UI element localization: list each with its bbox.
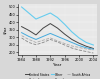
United States (64, 34, 65, 35)
United States (57, 28, 58, 29)
United States (86, 46, 87, 47)
Other (50, 13, 51, 14)
Canada (42, 36, 44, 37)
Line: Australia: Australia (22, 38, 93, 53)
Canada (28, 36, 29, 37)
Other (64, 24, 65, 25)
South Africa (50, 37, 51, 38)
Line: Other: Other (22, 7, 93, 45)
United States (28, 30, 29, 31)
Australia (50, 39, 51, 40)
Other (78, 37, 80, 38)
Other (86, 42, 87, 43)
Other (57, 17, 58, 18)
Line: Canada: Canada (22, 33, 93, 49)
Line: South Africa: South Africa (22, 36, 93, 50)
Other (93, 45, 94, 46)
South Africa (64, 43, 65, 44)
Line: United States: United States (22, 24, 93, 49)
Australia (64, 45, 65, 46)
Other (21, 6, 22, 7)
Canada (64, 39, 65, 40)
Canada (35, 39, 37, 40)
Other (71, 31, 72, 32)
Australia (71, 48, 72, 49)
Australia (57, 42, 58, 43)
South Africa (57, 40, 58, 41)
United States (78, 43, 80, 44)
United States (71, 39, 72, 40)
Canada (78, 45, 80, 46)
Canada (57, 36, 58, 37)
South Africa (71, 45, 72, 46)
South Africa (28, 39, 29, 40)
South Africa (35, 42, 37, 43)
Other (35, 19, 37, 20)
South Africa (78, 47, 80, 48)
Canada (50, 33, 51, 34)
Australia (21, 37, 22, 38)
Australia (35, 44, 37, 45)
United States (21, 26, 22, 27)
United States (42, 28, 44, 29)
Canada (21, 32, 22, 33)
Australia (86, 51, 87, 52)
Y-axis label: $/oz: $/oz (3, 26, 7, 34)
United States (50, 23, 51, 24)
United States (35, 34, 37, 35)
Canada (71, 42, 72, 43)
X-axis label: Year: Year (53, 63, 62, 67)
Australia (42, 42, 44, 43)
Canada (86, 47, 87, 48)
Other (28, 13, 29, 14)
South Africa (21, 35, 22, 36)
United States (93, 48, 94, 49)
Canada (93, 49, 94, 50)
South Africa (42, 40, 44, 41)
Australia (28, 42, 29, 43)
Legend: United States, Australia, Other, Canada, South Africa: United States, Australia, Other, Canada,… (25, 72, 90, 79)
Other (42, 16, 44, 17)
